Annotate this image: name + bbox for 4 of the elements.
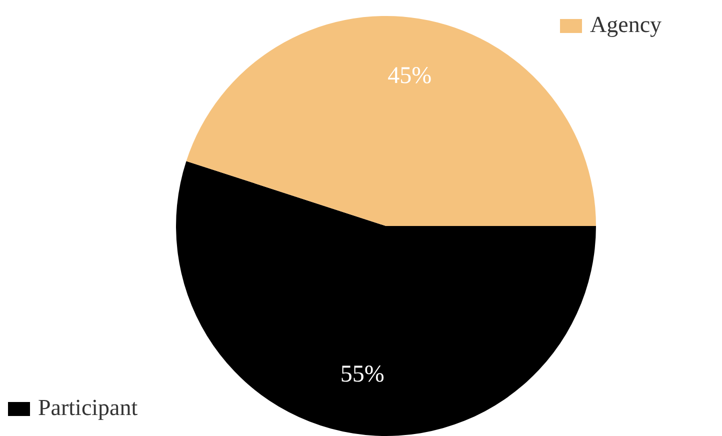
legend-label: Participant — [38, 395, 138, 420]
data-label: 45% — [388, 62, 432, 89]
data-label: 55% — [340, 362, 384, 388]
legend-label: Agency — [590, 12, 662, 38]
